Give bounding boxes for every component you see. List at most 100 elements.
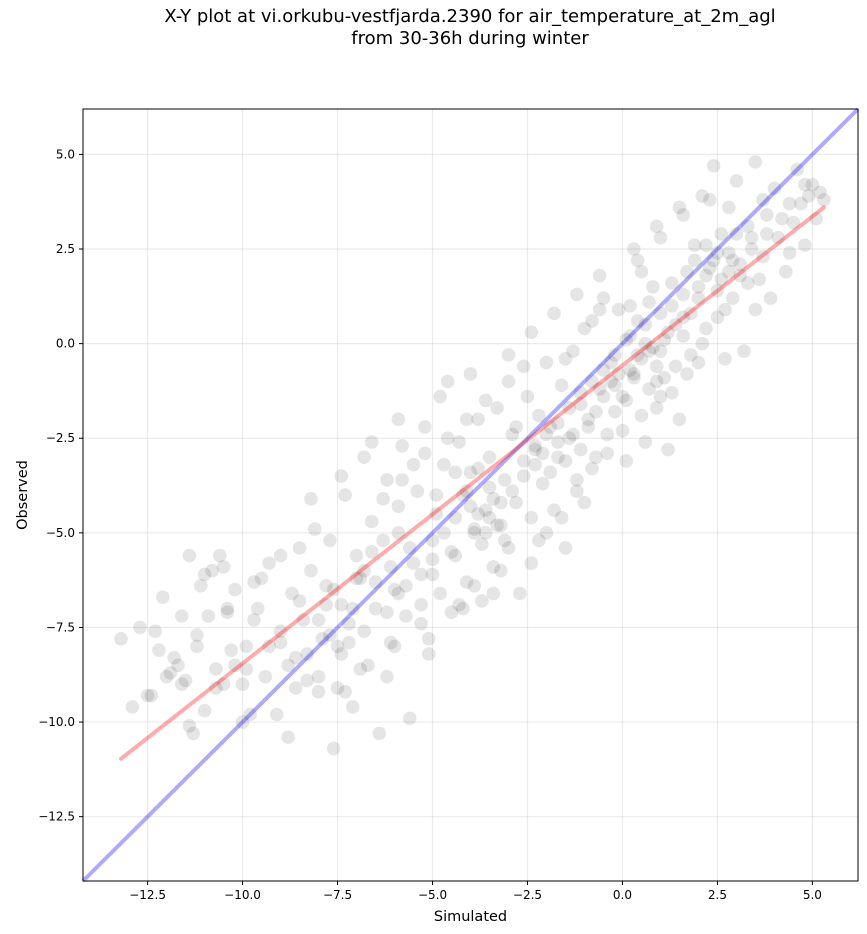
data-point [615,389,630,404]
data-point [604,374,618,389]
data-point [786,215,801,230]
data-point [273,624,288,639]
y-tick-label: 0.0 [56,337,75,351]
data-point [338,684,352,699]
data-point [524,325,539,340]
data-point [448,465,463,480]
data-point [285,586,299,601]
data-point [326,582,341,597]
data-point [171,658,185,673]
data-point [630,314,645,328]
data-point [421,647,436,661]
data-point [478,393,493,408]
data-point [748,302,763,317]
data-point [190,628,204,642]
data-point [250,601,265,616]
data-point [687,253,702,268]
data-point [380,669,394,684]
data-point [684,306,698,321]
data-point [809,211,824,226]
x-tick-label: −7.5 [323,888,352,902]
data-point [353,662,368,676]
data-point [459,575,474,589]
data-point [577,321,592,336]
data-point [300,647,314,661]
data-point [459,412,474,427]
y-tick-label: −10.0 [38,715,75,729]
data-point [547,503,561,517]
data-point [573,442,588,457]
data-point [220,605,235,620]
data-point [364,435,379,449]
data-point [357,450,371,464]
data-point [581,412,596,427]
data-point [319,579,333,593]
data-point [524,556,539,570]
data-point [425,533,440,548]
data-point [292,541,307,555]
data-point [596,291,611,306]
data-point [619,393,634,408]
data-point [380,605,394,620]
data-point [642,295,656,309]
data-point [269,707,284,722]
data-point [763,291,778,306]
data-point [771,230,786,245]
data-point [444,544,459,559]
data-point [163,666,178,680]
data-point [687,238,702,253]
data-point [501,541,516,555]
y-tick-label: −5.0 [46,526,75,540]
data-point [516,359,531,374]
data-point [680,264,694,279]
data-point [551,435,565,449]
data-point [722,246,736,260]
data-point [744,230,759,245]
data-point [676,329,691,343]
data-point [672,200,687,215]
data-point [456,601,470,616]
data-point [539,526,554,540]
data-point [741,219,755,234]
data-point [733,257,748,271]
data-point [391,526,406,540]
data-point [311,613,326,627]
grid [83,109,858,881]
data-point [554,510,569,525]
y-axis: −12.5 −10.0 −7.5 −5.0 −2.5 0.0 2.5 5.0 [38,147,83,824]
data-point [573,386,588,400]
data-point [577,495,592,510]
data-point [159,669,174,684]
data-point [152,643,166,657]
data-point [311,669,326,684]
data-point [494,495,508,510]
data-point [345,700,360,714]
data-point [528,457,542,472]
data-point [448,510,463,525]
data-point [395,473,409,487]
data-point [608,404,622,419]
data-point [345,601,360,616]
data-point [193,579,208,593]
data-point [604,355,618,370]
data-point [725,253,740,268]
data-point [699,321,713,336]
data-point [585,374,599,389]
data-point [486,560,501,574]
data-point [262,556,276,570]
data-point [216,677,231,692]
data-point [509,420,523,434]
data-point [155,590,170,604]
data-point [570,287,584,302]
data-point [627,242,641,256]
data-point [513,586,527,601]
data-point [634,264,649,279]
data-point [349,571,364,586]
data-point [212,548,227,563]
data-point [125,700,140,714]
data-point [532,408,546,423]
data-point [653,389,668,404]
x-tick-label: −5.0 [418,888,447,902]
data-point [224,643,238,657]
